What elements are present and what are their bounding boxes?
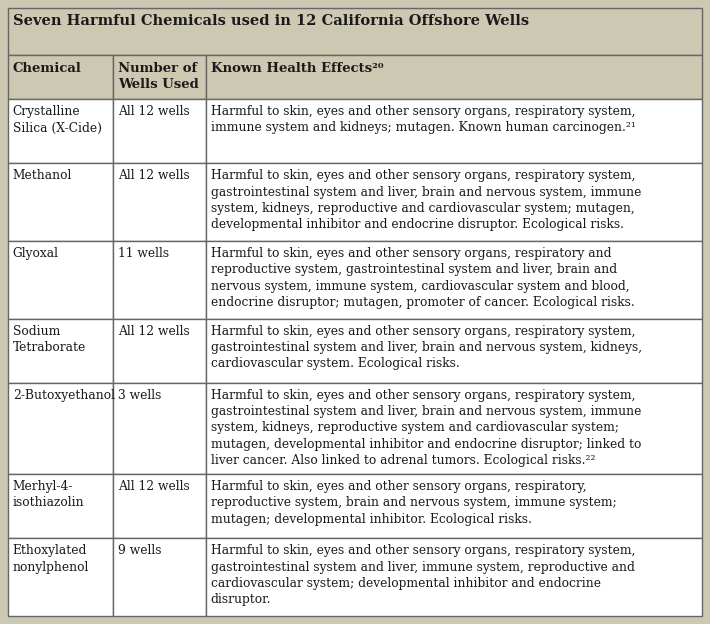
Bar — [8, 383, 114, 474]
Bar — [114, 474, 206, 539]
Text: Crystalline
Silica (X-Cide): Crystalline Silica (X-Cide) — [13, 105, 102, 135]
Bar — [114, 99, 206, 163]
Text: Methanol: Methanol — [13, 170, 72, 182]
Text: All 12 wells: All 12 wells — [119, 480, 190, 493]
Text: Harmful to skin, eyes and other sensory organs, respiratory system,
gastrointest: Harmful to skin, eyes and other sensory … — [211, 170, 641, 231]
Text: All 12 wells: All 12 wells — [119, 105, 190, 119]
Bar — [8, 56, 114, 99]
Text: Chemical: Chemical — [13, 62, 82, 74]
Bar — [114, 241, 206, 319]
Bar — [8, 539, 114, 616]
Text: Harmful to skin, eyes and other sensory organs, respiratory system,
gastrointest: Harmful to skin, eyes and other sensory … — [211, 325, 642, 370]
Text: 9 wells: 9 wells — [119, 544, 162, 557]
Bar — [206, 539, 702, 616]
Bar — [206, 383, 702, 474]
Text: All 12 wells: All 12 wells — [119, 325, 190, 338]
Text: Harmful to skin, eyes and other sensory organs, respiratory,
reproductive system: Harmful to skin, eyes and other sensory … — [211, 480, 616, 525]
Bar — [8, 163, 114, 241]
Text: All 12 wells: All 12 wells — [119, 170, 190, 182]
Text: Harmful to skin, eyes and other sensory organs, respiratory system,
gastrointest: Harmful to skin, eyes and other sensory … — [211, 544, 635, 606]
Bar — [114, 319, 206, 383]
Text: Harmful to skin, eyes and other sensory organs, respiratory and
reproductive sys: Harmful to skin, eyes and other sensory … — [211, 247, 635, 309]
Bar — [8, 8, 702, 56]
Bar — [114, 539, 206, 616]
Bar — [8, 319, 114, 383]
Bar — [206, 241, 702, 319]
Text: Merhyl-4-
isothiazolin: Merhyl-4- isothiazolin — [13, 480, 84, 509]
Bar — [114, 56, 206, 99]
Text: Number of
Wells Used: Number of Wells Used — [119, 62, 199, 90]
Text: Known Health Effects²⁰: Known Health Effects²⁰ — [211, 62, 383, 74]
Text: Glyoxal: Glyoxal — [13, 247, 59, 260]
Bar — [206, 319, 702, 383]
Bar — [8, 241, 114, 319]
Text: Ethoxylated
nonylphenol: Ethoxylated nonylphenol — [13, 544, 89, 573]
Bar — [8, 99, 114, 163]
Text: Harmful to skin, eyes and other sensory organs, respiratory system,
immune syste: Harmful to skin, eyes and other sensory … — [211, 105, 635, 135]
Text: 3 wells: 3 wells — [119, 389, 162, 402]
Text: Seven Harmful Chemicals used in 12 California Offshore Wells: Seven Harmful Chemicals used in 12 Calif… — [13, 14, 529, 28]
Bar — [206, 474, 702, 539]
Text: 11 wells: 11 wells — [119, 247, 170, 260]
Bar — [206, 99, 702, 163]
Bar — [206, 56, 702, 99]
Bar — [114, 383, 206, 474]
Text: 2-Butoxyethanol: 2-Butoxyethanol — [13, 389, 115, 402]
Text: Harmful to skin, eyes and other sensory organs, respiratory system,
gastrointest: Harmful to skin, eyes and other sensory … — [211, 389, 641, 467]
Text: Sodium
Tetraborate: Sodium Tetraborate — [13, 325, 86, 354]
Bar — [114, 163, 206, 241]
Bar — [206, 163, 702, 241]
Bar — [8, 474, 114, 539]
